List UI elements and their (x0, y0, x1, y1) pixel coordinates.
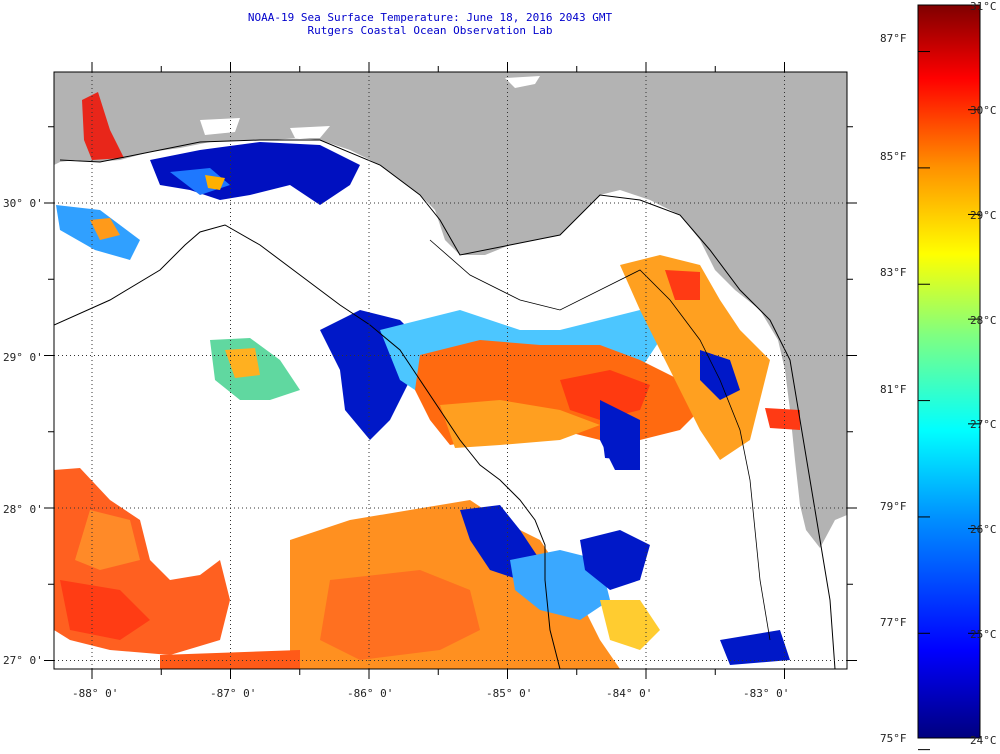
cb-label-27c: 27°C (970, 418, 997, 431)
cb-label-79f: 79°F (880, 500, 907, 513)
shelf-contour (54, 224, 561, 669)
cb-label-81f: 81°F (880, 383, 907, 396)
cb-label-87f: 87°F (880, 32, 907, 45)
inner-contour (429, 239, 771, 641)
lon-label-86: -86° 0' (347, 687, 393, 700)
lon-label-88: -88° 0' (72, 687, 118, 700)
lon-label-85: -85° 0' (486, 687, 532, 700)
coastline (59, 139, 836, 669)
cb-label-83f: 83°F (880, 266, 907, 279)
lat-label-28: 28° 0' (3, 503, 43, 516)
bay-area (200, 118, 240, 135)
cb-label-30c: 30°C (970, 104, 997, 117)
colorbar (917, 4, 981, 739)
cb-label-29c: 29°C (970, 209, 997, 222)
map-title: NOAA-19 Sea Surface Temperature: June 18… (247, 11, 613, 24)
inland-lake (505, 76, 540, 88)
cb-label-31c: 31°C (970, 0, 997, 13)
axis-ticks (44, 62, 857, 679)
lon-label-83: -83° 0' (743, 687, 789, 700)
cb-label-77f: 77°F (880, 616, 907, 629)
bay-area (290, 126, 330, 138)
lon-label-84: -84° 0' (606, 687, 652, 700)
colorbar-ticks (918, 4, 980, 751)
sst-patches (54, 92, 800, 669)
lat-label-30: 30° 0' (3, 197, 43, 210)
graticule (54, 72, 847, 669)
plot-frame (53, 71, 848, 670)
land-mass (54, 72, 847, 548)
cb-label-28c: 28°C (970, 314, 997, 327)
cb-label-75f: 75°F (880, 732, 907, 745)
lon-label-87: -87° 0' (210, 687, 256, 700)
cb-label-24c: 24°C (970, 734, 997, 747)
map-subtitle: Rutgers Coastal Ocean Observation Lab (307, 24, 553, 37)
cb-label-85f: 85°F (880, 150, 907, 163)
lat-label-29: 29° 0' (3, 351, 43, 364)
cb-label-25c: 25°C (970, 628, 997, 641)
cb-label-26c: 26°C (970, 523, 997, 536)
lat-label-27: 27° 0' (3, 654, 43, 667)
